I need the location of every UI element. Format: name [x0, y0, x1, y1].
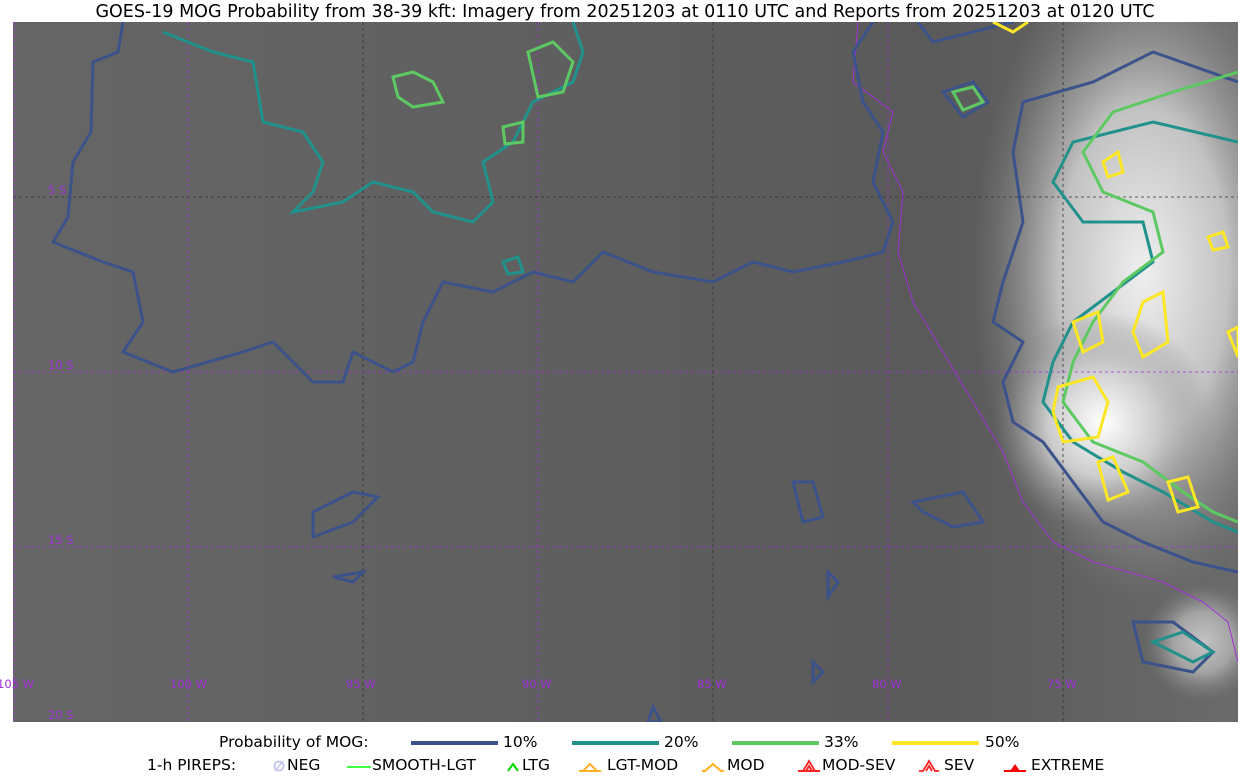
lon-label-75w: 75 W	[1047, 677, 1077, 691]
caret-bar-icon	[579, 762, 601, 772]
pirep-label-mod-sev: MOD-SEV	[822, 756, 896, 774]
filled-triangle-icon	[1004, 764, 1026, 772]
swatch-20pct	[572, 741, 659, 745]
caret-icon	[507, 762, 519, 772]
swatch-50pct	[892, 741, 979, 745]
legend-label-50pct: 50%	[985, 733, 1020, 751]
legend-label-33pct: 33%	[824, 733, 859, 751]
lat-label-20s: 20 S	[48, 708, 74, 722]
contour-50pct	[992, 22, 1238, 514]
contour-33pct	[391, 40, 1238, 524]
contour-10pct	[50, 22, 1238, 722]
lon-label-95w: 95 W	[346, 677, 376, 691]
pirep-label-lgt-mod: LGT-MOD	[607, 756, 679, 774]
pirep-label-mod: MOD	[727, 756, 765, 774]
neg-circle-icon	[273, 760, 285, 772]
pirep-label-smooth-lgt: SMOOTH-LGT	[372, 756, 476, 774]
double-caret-bar-icon	[798, 759, 820, 772]
swatch-33pct	[732, 741, 819, 745]
lon-label-85w: 85 W	[697, 677, 727, 691]
legend-label-10pct: 10%	[503, 733, 538, 751]
lat-label-15s: 15 S	[48, 533, 74, 547]
lon-label-80w: 80 W	[872, 677, 902, 691]
caret-icon	[702, 762, 724, 772]
satellite-map	[13, 22, 1238, 722]
gridlines	[13, 22, 1238, 722]
double-caret-icon	[919, 759, 939, 772]
lat-label-5s: 5 S	[48, 183, 67, 197]
lon-label-105w: 105 W	[0, 677, 34, 691]
contour-20pct	[162, 22, 1238, 664]
pirep-label-sev: SEV	[944, 756, 975, 774]
lon-label-90w: 90 W	[522, 677, 552, 691]
pirep-label-ltg: LTG	[522, 756, 550, 774]
legend-label-20pct: 20%	[664, 733, 699, 751]
line-icon	[347, 766, 371, 768]
pirep-label-neg: NEG	[287, 756, 321, 774]
lat-label-10s: 10 S	[48, 358, 74, 372]
bright-cloud-region	[1143, 582, 1238, 702]
lon-label-100w: 100 W	[170, 677, 207, 691]
coastline	[852, 22, 1238, 663]
swatch-10pct	[411, 741, 498, 745]
map-title: GOES-19 MOG Probability from 38-39 kft: …	[95, 2, 1155, 22]
probability-legend-title: Probability of MOG:	[219, 733, 369, 751]
pireps-legend-title: 1-h PIREPS:	[147, 756, 237, 774]
pirep-label-extreme: EXTREME	[1031, 756, 1105, 774]
